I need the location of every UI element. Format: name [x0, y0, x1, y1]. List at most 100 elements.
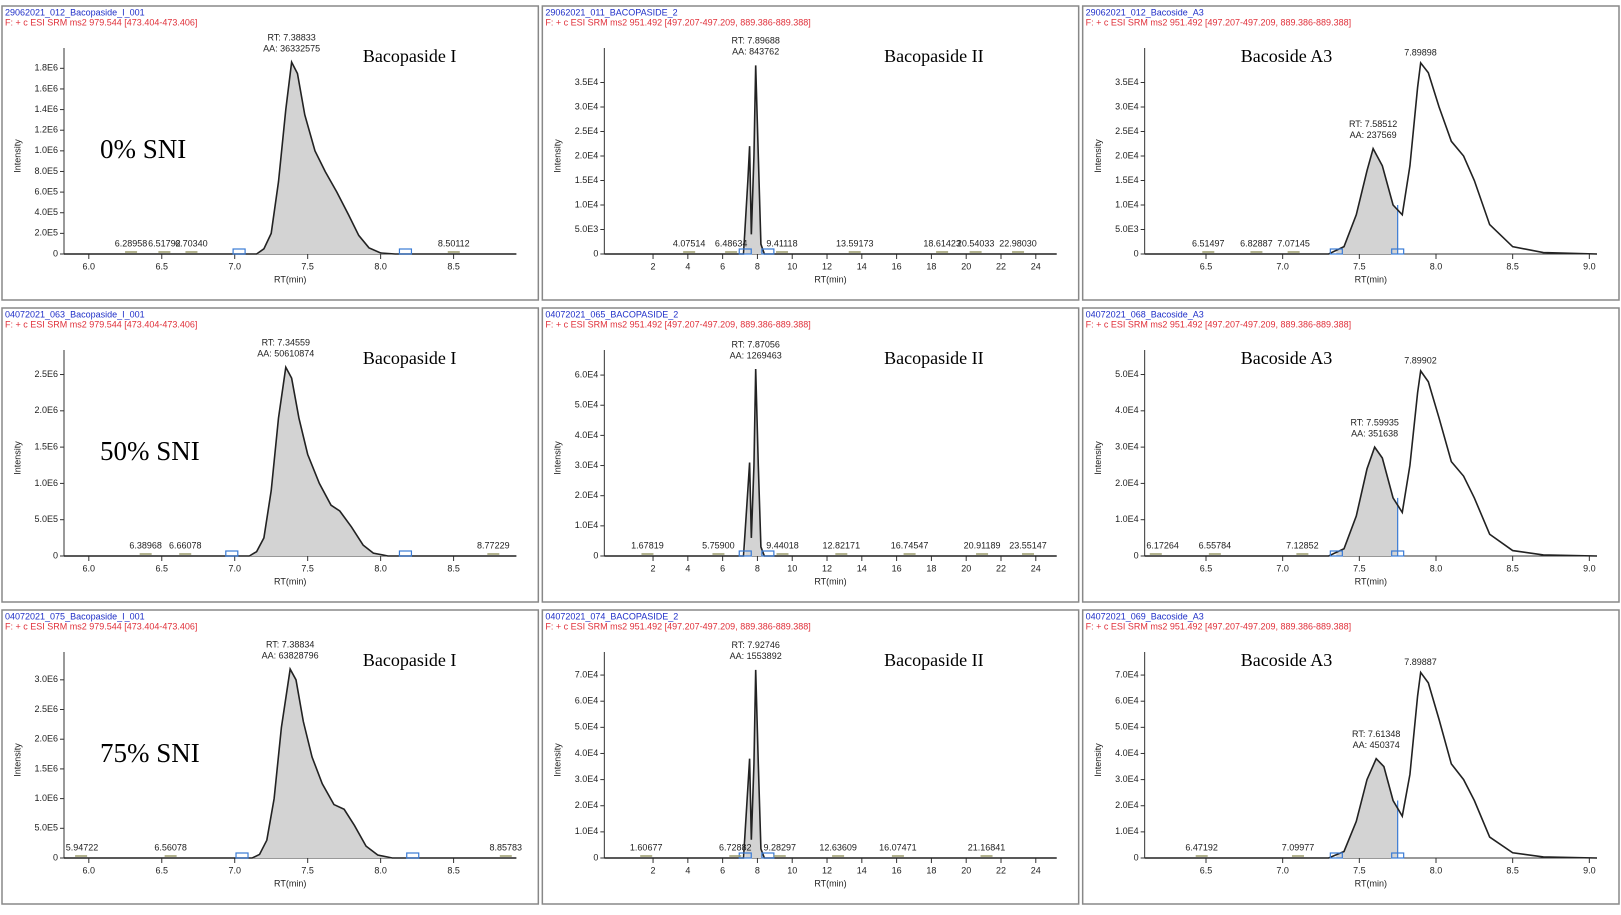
x-tick-label: 2 [651, 261, 656, 271]
x-tick-label: 14 [857, 261, 867, 271]
y-tick-label: 1.5E4 [575, 175, 599, 185]
y-tick-label: 3.0E4 [1115, 101, 1139, 111]
y-tick-label: 8.0E5 [34, 166, 58, 176]
compound-name: Bacoside A3 [1241, 348, 1333, 368]
y-axis-label: Intensity [12, 139, 22, 173]
condition-label: 50% SNI [100, 436, 200, 466]
y-tick-label: 6.0E4 [575, 696, 599, 706]
y-tick-label: 1.0E6 [34, 145, 58, 155]
run-id: 04072021_063_Bacopaside_I_001 [5, 309, 145, 319]
y-tick-label: 4.0E4 [1115, 748, 1139, 758]
y-tick-label: 1.5E6 [34, 441, 58, 451]
compound-name: Bacopaside I [363, 46, 456, 66]
y-axis-label: Intensity [1093, 441, 1103, 475]
minor-peak-label: 9.28297 [763, 842, 796, 852]
scan-filter: F: + c ESI SRM ms2 979.544 [473.404-473.… [5, 621, 197, 631]
minor-peak-label: 16.74547 [891, 540, 929, 550]
integration-marker [1391, 550, 1405, 557]
minor-peak-label: 4.07514 [673, 238, 706, 248]
x-tick-label: 2 [651, 865, 656, 875]
x-tick-label: 8.0 [1430, 563, 1443, 573]
run-id: 29062021_012_Bacoside_A3 [1086, 7, 1204, 17]
x-axis-label: RT(min) [1355, 878, 1387, 888]
minor-peak-label: 7.09977 [1282, 842, 1315, 852]
x-tick-label: 6.5 [156, 261, 169, 271]
peak-rt: RT: 7.58512 [1349, 119, 1397, 129]
panel-frame [1, 609, 540, 905]
x-tick-label: 9.0 [1583, 865, 1596, 875]
y-axis-label: Intensity [1093, 139, 1103, 173]
x-tick-label: 7.5 [1353, 563, 1366, 573]
integration-marker [738, 550, 752, 557]
x-tick-label: 20 [961, 563, 971, 573]
y-tick-label: 3.0E6 [34, 674, 58, 684]
scan-filter: F: + c ESI SRM ms2 951.492 [497.207-497.… [545, 319, 810, 329]
y-tick-label: 2.5E4 [575, 126, 599, 136]
peak-area [1336, 447, 1398, 556]
y-tick-label: 2.0E4 [1115, 150, 1139, 160]
minor-peak-label: 12.63609 [819, 842, 857, 852]
y-tick-label: 1.0E6 [34, 478, 58, 488]
y-tick-label: 0 [53, 248, 58, 258]
chromatogram-line [604, 669, 1057, 859]
x-tick-label: 24 [1031, 261, 1041, 271]
peak-rt: RT: 7.87056 [732, 339, 780, 349]
peak-area [1336, 758, 1398, 858]
x-tick-label: 6.5 [156, 865, 169, 875]
x-tick-label: 7.0 [228, 261, 241, 271]
y-tick-label: 1.0E4 [575, 199, 599, 209]
x-tick-label: 22 [996, 563, 1006, 573]
x-tick-label: 16 [892, 261, 902, 271]
y-tick-label: 5.0E5 [34, 514, 58, 524]
y-tick-label: 1.8E6 [34, 63, 58, 73]
run-id: 04072021_075_Bacopaside_I_001 [5, 611, 145, 621]
x-tick-label: 8 [755, 261, 760, 271]
y-axis-label: Intensity [12, 743, 22, 777]
peak-rt: RT: 7.38833 [267, 33, 315, 43]
minor-peak-label: 20.54033 [957, 238, 995, 248]
x-tick-label: 18 [926, 563, 936, 573]
panel-frame [1, 5, 540, 301]
minor-peak-label: 5.94722 [66, 842, 99, 852]
x-tick-label: 18 [926, 865, 936, 875]
x-axis-label: RT(min) [1355, 576, 1387, 586]
y-axis-label: Intensity [553, 139, 563, 173]
x-tick-label: 8.5 [447, 563, 460, 573]
y-tick-label: 0 [1134, 248, 1139, 258]
x-tick-label: 24 [1031, 865, 1041, 875]
minor-peak-label: 6.66078 [169, 540, 202, 550]
peak-rt: RT: 7.38834 [266, 640, 314, 650]
x-tick-label: 7.5 [1353, 261, 1366, 271]
minor-peak-label: 8.85783 [490, 842, 523, 852]
y-tick-label: 3.0E4 [1115, 441, 1139, 451]
peak-area [239, 62, 406, 254]
y-tick-label: 4.0E5 [34, 207, 58, 217]
y-tick-label: 4.0E4 [575, 430, 599, 440]
x-tick-label: 7.0 [228, 563, 241, 573]
x-tick-label: 8 [755, 865, 760, 875]
x-tick-label: 24 [1031, 563, 1041, 573]
minor-peak-label: 6.72882 [719, 842, 752, 852]
y-tick-label: 1.0E4 [1115, 826, 1139, 836]
y-tick-label: 0 [593, 550, 598, 560]
run-id: 04072021_068_Bacoside_A3 [1086, 309, 1204, 319]
panel-frame [541, 609, 1080, 905]
y-tick-label: 6.0E4 [1115, 696, 1139, 706]
x-tick-label: 12 [822, 261, 832, 271]
compound-name: Bacopaside I [363, 348, 456, 368]
peak-area-value: AA: 237569 [1350, 130, 1397, 140]
run-id: 04072021_069_Bacoside_A3 [1086, 611, 1204, 621]
minor-peak-label: 9.41118 [766, 238, 797, 248]
x-tick-label: 6 [720, 865, 725, 875]
y-tick-label: 1.0E4 [1115, 199, 1139, 209]
peak-area-value: AA: 351638 [1351, 428, 1398, 438]
chromatogram-line [64, 59, 517, 255]
peak-rt: RT: 7.61348 [1352, 729, 1400, 739]
x-tick-label: 8.0 [1430, 261, 1443, 271]
compound-name: Bacoside A3 [1241, 46, 1333, 66]
run-id: 29062021_012_Bacopaside_I_001 [5, 7, 145, 17]
compound-name: Bacopaside II [884, 650, 983, 670]
y-tick-label: 5.0E4 [1115, 369, 1139, 379]
y-tick-label: 0 [53, 852, 58, 862]
